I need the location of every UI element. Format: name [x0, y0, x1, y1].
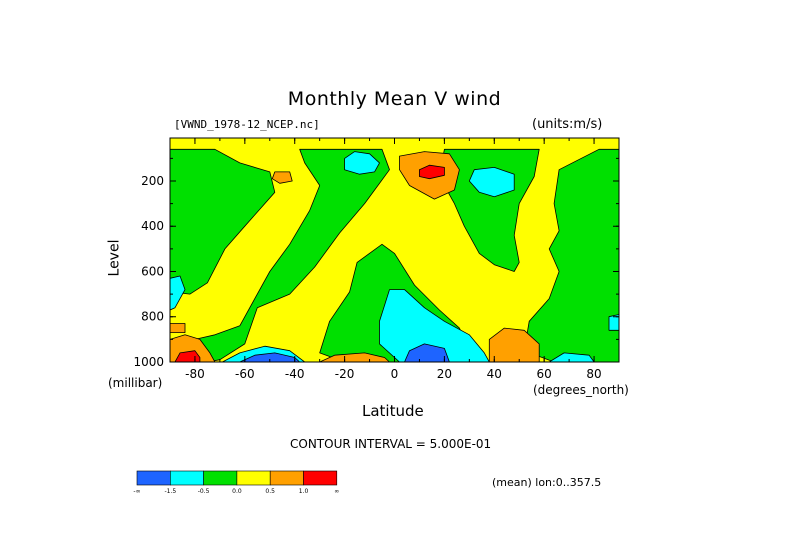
x-tick-label: -20	[335, 367, 355, 381]
orange-region-4	[488, 327, 540, 362]
orange-region-3	[319, 352, 390, 362]
cyan-region-6	[608, 314, 619, 331]
y-axis-unit: (millibar)	[108, 376, 163, 390]
colorbar-label: ∞	[334, 488, 339, 495]
contour-regions	[170, 138, 619, 362]
x-axis-label: Latitude	[362, 402, 424, 420]
x-tick-label: 60	[537, 367, 552, 381]
y-tick-label: 800	[141, 310, 164, 324]
blue-region-1	[404, 343, 450, 362]
mean-label: (mean) lon:0..357.5	[492, 476, 602, 489]
y-tick-label: 400	[141, 219, 164, 233]
x-tick-label: 80	[586, 367, 601, 381]
blue-region-0	[239, 352, 301, 362]
y-tick-label: 200	[141, 174, 164, 188]
chart-title: Monthly Mean V wind	[287, 88, 502, 110]
cyan-region-5	[548, 352, 595, 362]
colorbar-label: 1.0	[299, 488, 309, 495]
y-tick-label: 1000	[133, 355, 164, 369]
x-tick-label: -40	[285, 367, 305, 381]
cyan-region-0	[170, 275, 186, 311]
red-region-1	[418, 164, 445, 180]
x-tick-label: 40	[487, 367, 502, 381]
x-tick-label: -80	[185, 367, 205, 381]
orange-region-5	[170, 323, 186, 334]
x-tick-label: 20	[437, 367, 452, 381]
dataset-label: [VWND_1978-12_NCEP.nc]	[174, 118, 320, 131]
red-region-0	[174, 350, 201, 362]
colorbar-label: 0.5	[265, 488, 275, 495]
colorbar-label: 0.0	[232, 488, 242, 495]
orange-region-1	[271, 171, 293, 184]
green-region-4	[523, 148, 619, 362]
cyan-region-2	[344, 151, 380, 175]
colorbar: -∞ -1.5 -0.5 0.0 0.5 1.0 ∞	[133, 470, 339, 495]
x-axis-ticks: -80 -60 -40 -20 0 20 40 60 80	[169, 138, 620, 381]
x-tick-label: 0	[391, 367, 399, 381]
colorbar-swatch	[269, 470, 304, 486]
cyan-region-4	[468, 166, 515, 198]
x-tick-label: -60	[235, 367, 255, 381]
colorbar-swatch	[203, 470, 238, 486]
green-region-1	[170, 148, 390, 362]
colorbar-label: -1.5	[164, 488, 176, 495]
colorbar-label: -0.5	[198, 488, 210, 495]
cyan-region-3	[379, 289, 490, 362]
contour-interval-label: CONTOUR INTERVAL = 5.000E-01	[290, 437, 492, 451]
y-tick-label: 600	[141, 264, 164, 278]
colorbar-swatch	[303, 470, 338, 486]
x-axis-unit: (degrees_north)	[533, 383, 629, 397]
colorbar-swatch	[236, 470, 271, 486]
colorbar-swatch	[170, 470, 204, 486]
colorbar-label: -∞	[133, 488, 140, 495]
colorbar-swatch	[136, 470, 171, 486]
units-label: (units:m/s)	[532, 117, 603, 132]
y-axis-ticks: 200 400 600 800 1000	[133, 157, 619, 369]
